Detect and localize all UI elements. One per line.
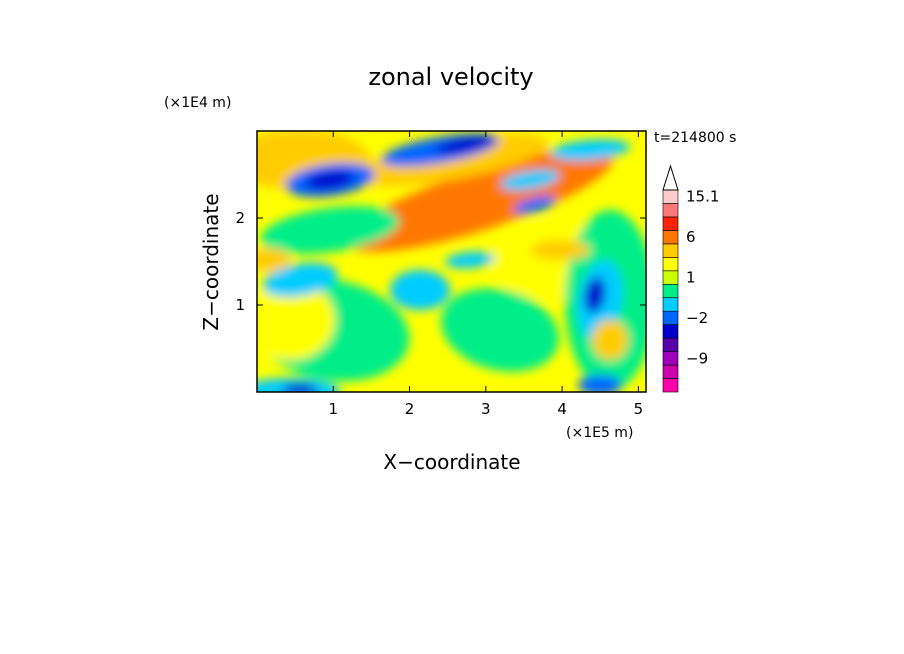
heatmap-field [257, 131, 646, 392]
x-axis-label: X−coordinate [383, 450, 520, 474]
contour-blob [262, 262, 338, 298]
colorbar-segment [662, 378, 679, 393]
contour-blob [550, 139, 630, 161]
colorbar-segment [662, 230, 679, 245]
contour-blob [500, 169, 560, 191]
velocity-contours [257, 131, 646, 392]
x-tick-label: 3 [481, 400, 491, 418]
colorbar: 15.1 6 1 −2 −9 [662, 164, 719, 393]
contour-blob [257, 280, 335, 360]
colorbar-segment [662, 189, 679, 204]
colorbar-segment [662, 351, 679, 366]
colorbar-tick-label: 15.1 [686, 188, 719, 206]
time-label: t=214800 s [654, 130, 736, 146]
colorbar-segment [662, 310, 679, 325]
colorbar-segment [662, 364, 679, 379]
contour-blob [530, 240, 590, 260]
contour-blob [257, 248, 290, 272]
colorbar-tick-label: 6 [686, 228, 696, 246]
y-axis-label: Z−coordinate [199, 193, 223, 330]
colorbar-segment [662, 337, 679, 352]
colorbar-tick-label: 1 [686, 269, 696, 287]
contour-blob [592, 320, 628, 360]
contour-blob [441, 288, 559, 372]
x-tick-label: 5 [634, 400, 644, 418]
colorbar-extend-arrow [662, 164, 679, 191]
colorbar-segment [662, 297, 679, 312]
x-scale-label: (×1E5 m) [566, 425, 633, 441]
colorbar-segment [662, 324, 679, 339]
contour-blob [305, 170, 355, 190]
colorbar-segment [662, 216, 679, 231]
contour-blob [445, 251, 495, 269]
contour-blob [578, 375, 622, 392]
contour-blob [260, 206, 400, 254]
y-tick-label: 2 [235, 209, 245, 227]
x-tick-label: 4 [557, 400, 567, 418]
contour-blob [282, 384, 318, 392]
contour-blob [390, 270, 450, 310]
colorbar-tick-label: −9 [686, 349, 708, 367]
x-tick-label: 1 [329, 400, 339, 418]
y-axis-ticks: 12 [235, 209, 646, 314]
colorbar-segment [662, 270, 679, 285]
colorbar-segment [662, 203, 679, 218]
chart-title: zonal velocity [368, 63, 533, 91]
x-axis-ticks: 1 2 3 4 5 [329, 131, 644, 418]
contour-blob [435, 136, 495, 154]
x-tick-label: 2 [405, 400, 415, 418]
y-scale-label: (×1E4 m) [164, 95, 231, 111]
contour-blob [513, 196, 557, 214]
y-tick-label: 1 [235, 296, 245, 314]
colorbar-segment [662, 257, 679, 272]
plot-frame [256, 130, 647, 393]
colorbar-tick-label: −2 [686, 309, 708, 327]
colorbar-segment [662, 243, 679, 258]
colorbar-segment [662, 283, 679, 299]
contour-blob [584, 277, 606, 313]
